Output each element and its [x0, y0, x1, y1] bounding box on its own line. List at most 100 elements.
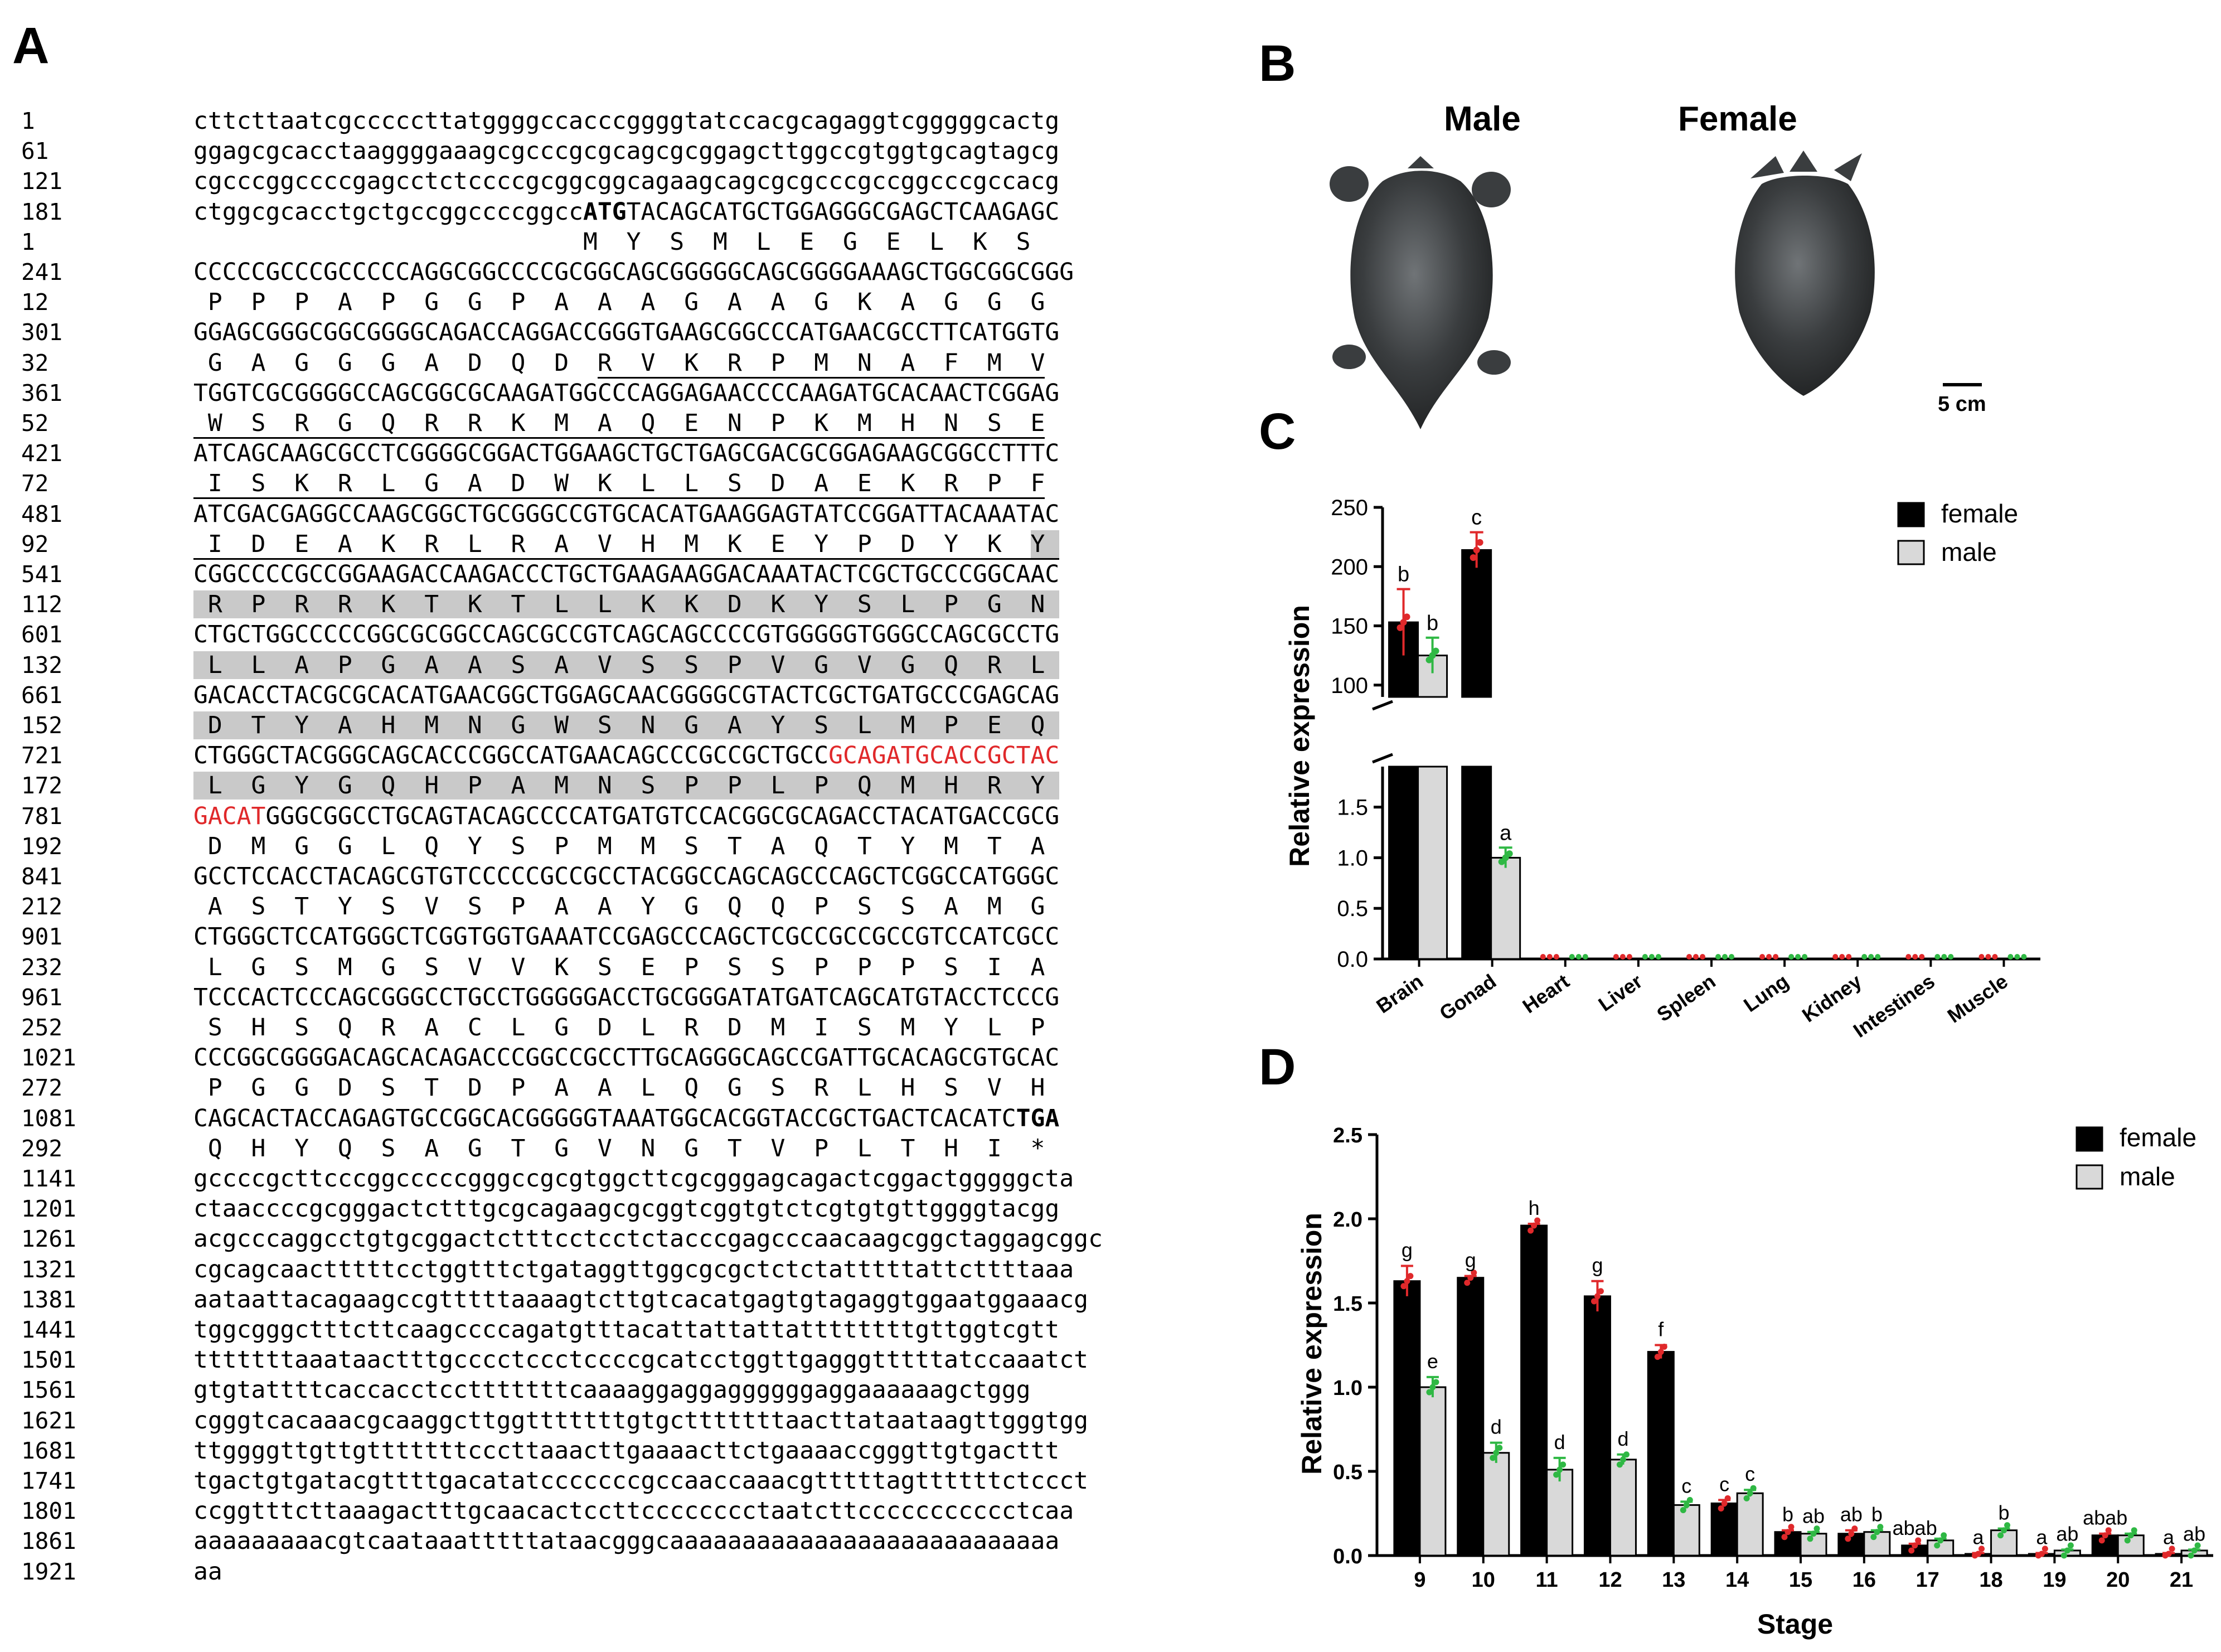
data-point [1715, 954, 1721, 960]
legend-swatch-male [1897, 540, 1925, 565]
x-tick-label: Brain [1372, 970, 1427, 1018]
data-point [1912, 954, 1918, 960]
tissue-expression-chart: 0.0 0.5 1.0 1.5 100 150 200 250 Relative express… [1284, 496, 2040, 1042]
data-point [1467, 1275, 1474, 1281]
amino-acid-text: S H S Q R A C L G D L R D M I S M Y L P [193, 1012, 1045, 1043]
turtle-photo-panel: Male Female 5 cm [1271, 72, 2219, 452]
sequence-segment: R P R R K T K T L L K K D K Y S L P G N [193, 590, 1060, 619]
position-number: 1441 [21, 1316, 76, 1343]
bar [1520, 1224, 1548, 1557]
sequence-text: ttggggttgttgtttttttcccttaaacttgaaaacttct… [193, 1436, 1060, 1465]
sequence-segment: W S R G Q R R K M A Q E N P K M H N S E [193, 409, 1045, 439]
sequence-text: CCCCCGCCCGCCCCCAGGCGGCCCCGCGGCAGCGGGGGCA… [193, 258, 1074, 286]
x-tick-label: Muscle [1943, 970, 2012, 1028]
data-point [1616, 1461, 1623, 1468]
data-point [1766, 954, 1772, 960]
y-tick-label: 1.0 [1337, 846, 1368, 870]
legend-label-male: male [1941, 537, 1997, 566]
position-number: 1321 [21, 1256, 76, 1283]
significance-letter: b [1427, 612, 1438, 635]
significance-letter: ab [1840, 1503, 1863, 1526]
significance-letter: ab [2183, 1522, 2205, 1545]
position-number: 112 [21, 591, 63, 618]
data-point [1642, 954, 1648, 960]
sequence-text: CTGGGCTACGGGCAGCACCCGGCCATGAACAGCCCGCCGC… [193, 740, 1059, 771]
data-point [1623, 1451, 1630, 1458]
scale-label: 5 cm [1938, 393, 1986, 416]
significance-letter: b [1782, 1503, 1793, 1526]
significance-letter: d [1617, 1427, 1628, 1450]
position-number: 172 [21, 772, 63, 800]
data-point [1590, 1298, 1597, 1305]
sequence-segment: M Y S M L E G E L K S [193, 227, 1031, 256]
data-point [1795, 954, 1801, 960]
data-point [1941, 1532, 1947, 1539]
data-point [2060, 1552, 2067, 1559]
x-tick-label: 20 [2106, 1568, 2130, 1592]
stage-expression-chart: 0.0 0.5 1.0 1.5 2.0 2.5 Relative expression Sta… [1296, 1123, 2213, 1640]
significance-letter: g [1465, 1249, 1476, 1272]
position-number: 32 [21, 349, 49, 376]
sequence-text: CAGCACTACCAGAGTGCCGGCACGGGGGTAAATGGCACGG… [193, 1103, 1059, 1133]
female-label: Female [1678, 100, 1797, 138]
position-number: 421 [21, 440, 63, 467]
data-point [2067, 1542, 2074, 1549]
data-point [1722, 954, 1728, 960]
data-point [1975, 1551, 1982, 1557]
sequence-text: CTGCTGGCCCCCGGCGCGGCCAGCGCCGTCAGCAGCCCCG… [193, 621, 1060, 649]
significance-letter: g [1592, 1254, 1603, 1277]
sequence-segment: CTGGGCTACGGGCAGCACCCGGCCATGAACAGCCCGCCGC… [193, 742, 829, 770]
data-point [1807, 1535, 1813, 1542]
sequence-segment: A S T Y S V S P A A Y G Q Q P S S A M G [193, 893, 1045, 921]
data-point [1875, 954, 1881, 960]
significance-letter: d [1491, 1416, 1502, 1438]
data-point [1788, 954, 1795, 960]
significance-letter: b [1398, 563, 1409, 587]
x-tick-label: 21 [2170, 1568, 2193, 1592]
amino-acid-text: A S T Y S V S P A A Y G Q Q P S S A M G [193, 892, 1045, 922]
position-number: 292 [21, 1135, 63, 1162]
sequence-text: acgcccaggcctgtgcggactctttcctcctctacccgag… [193, 1225, 1103, 1253]
data-point [2165, 1551, 2172, 1557]
data-point [1404, 1278, 1410, 1285]
data-point [1845, 1535, 1851, 1542]
sequence-text: ctggcgcacctgctgccggccccggccATGTACAGCATGC… [193, 197, 1059, 227]
data-point [2014, 954, 2020, 960]
data-point [1802, 954, 1808, 960]
data-point [1743, 1495, 1750, 1501]
data-point [1493, 1450, 1500, 1456]
data-point [1997, 1532, 2004, 1539]
x-tick-label: 18 [1979, 1568, 2002, 1592]
sequence-panel: 1 cttcttaatcgcccccttatggggccacccggggtatcc… [17, 106, 1260, 1611]
sequence-segment: G A G G G A D Q D [193, 348, 598, 377]
data-point [1556, 1466, 1563, 1473]
data-point [1426, 1389, 1433, 1396]
bar [1490, 856, 1521, 960]
data-point [1546, 954, 1553, 960]
data-point [1403, 613, 1410, 621]
data-point [1870, 1534, 1877, 1540]
position-number: 481 [21, 500, 63, 527]
data-point [1874, 1529, 1880, 1535]
sequence-segment: D M G G L Q Y S P M M S T A Q T Y M T A [193, 832, 1045, 860]
data-point [1686, 1496, 1693, 1503]
panel-letter-d: D [1259, 1039, 1296, 1096]
position-number: 232 [21, 953, 63, 981]
y-tick-label: 0.5 [1337, 897, 1368, 921]
sequence-text: ggagcgcacctaaggggaaagcgcccgcgcagcgcggagc… [193, 137, 1060, 166]
significance-letter: e [1427, 1350, 1438, 1373]
position-number: 1 [21, 108, 35, 134]
sequence-segment: I S K R L G A D W K L L S D A E K R P F [193, 469, 1045, 500]
data-point [1683, 1501, 1690, 1508]
data-point [2188, 1552, 2194, 1559]
bar [1417, 766, 1448, 960]
x-axis-label: Stage [1757, 1609, 1833, 1640]
data-point [1941, 954, 1947, 960]
sequence-segment: Y [1030, 530, 1060, 560]
data-point [2021, 954, 2027, 960]
position-number: 92 [21, 530, 49, 558]
data-point [2038, 1551, 2045, 1557]
bar [1583, 1295, 1611, 1557]
sequence-text: cgcccggccccgagcctctccccgcggcggcagaagcagc… [193, 167, 1060, 196]
data-point [1619, 1456, 1626, 1463]
